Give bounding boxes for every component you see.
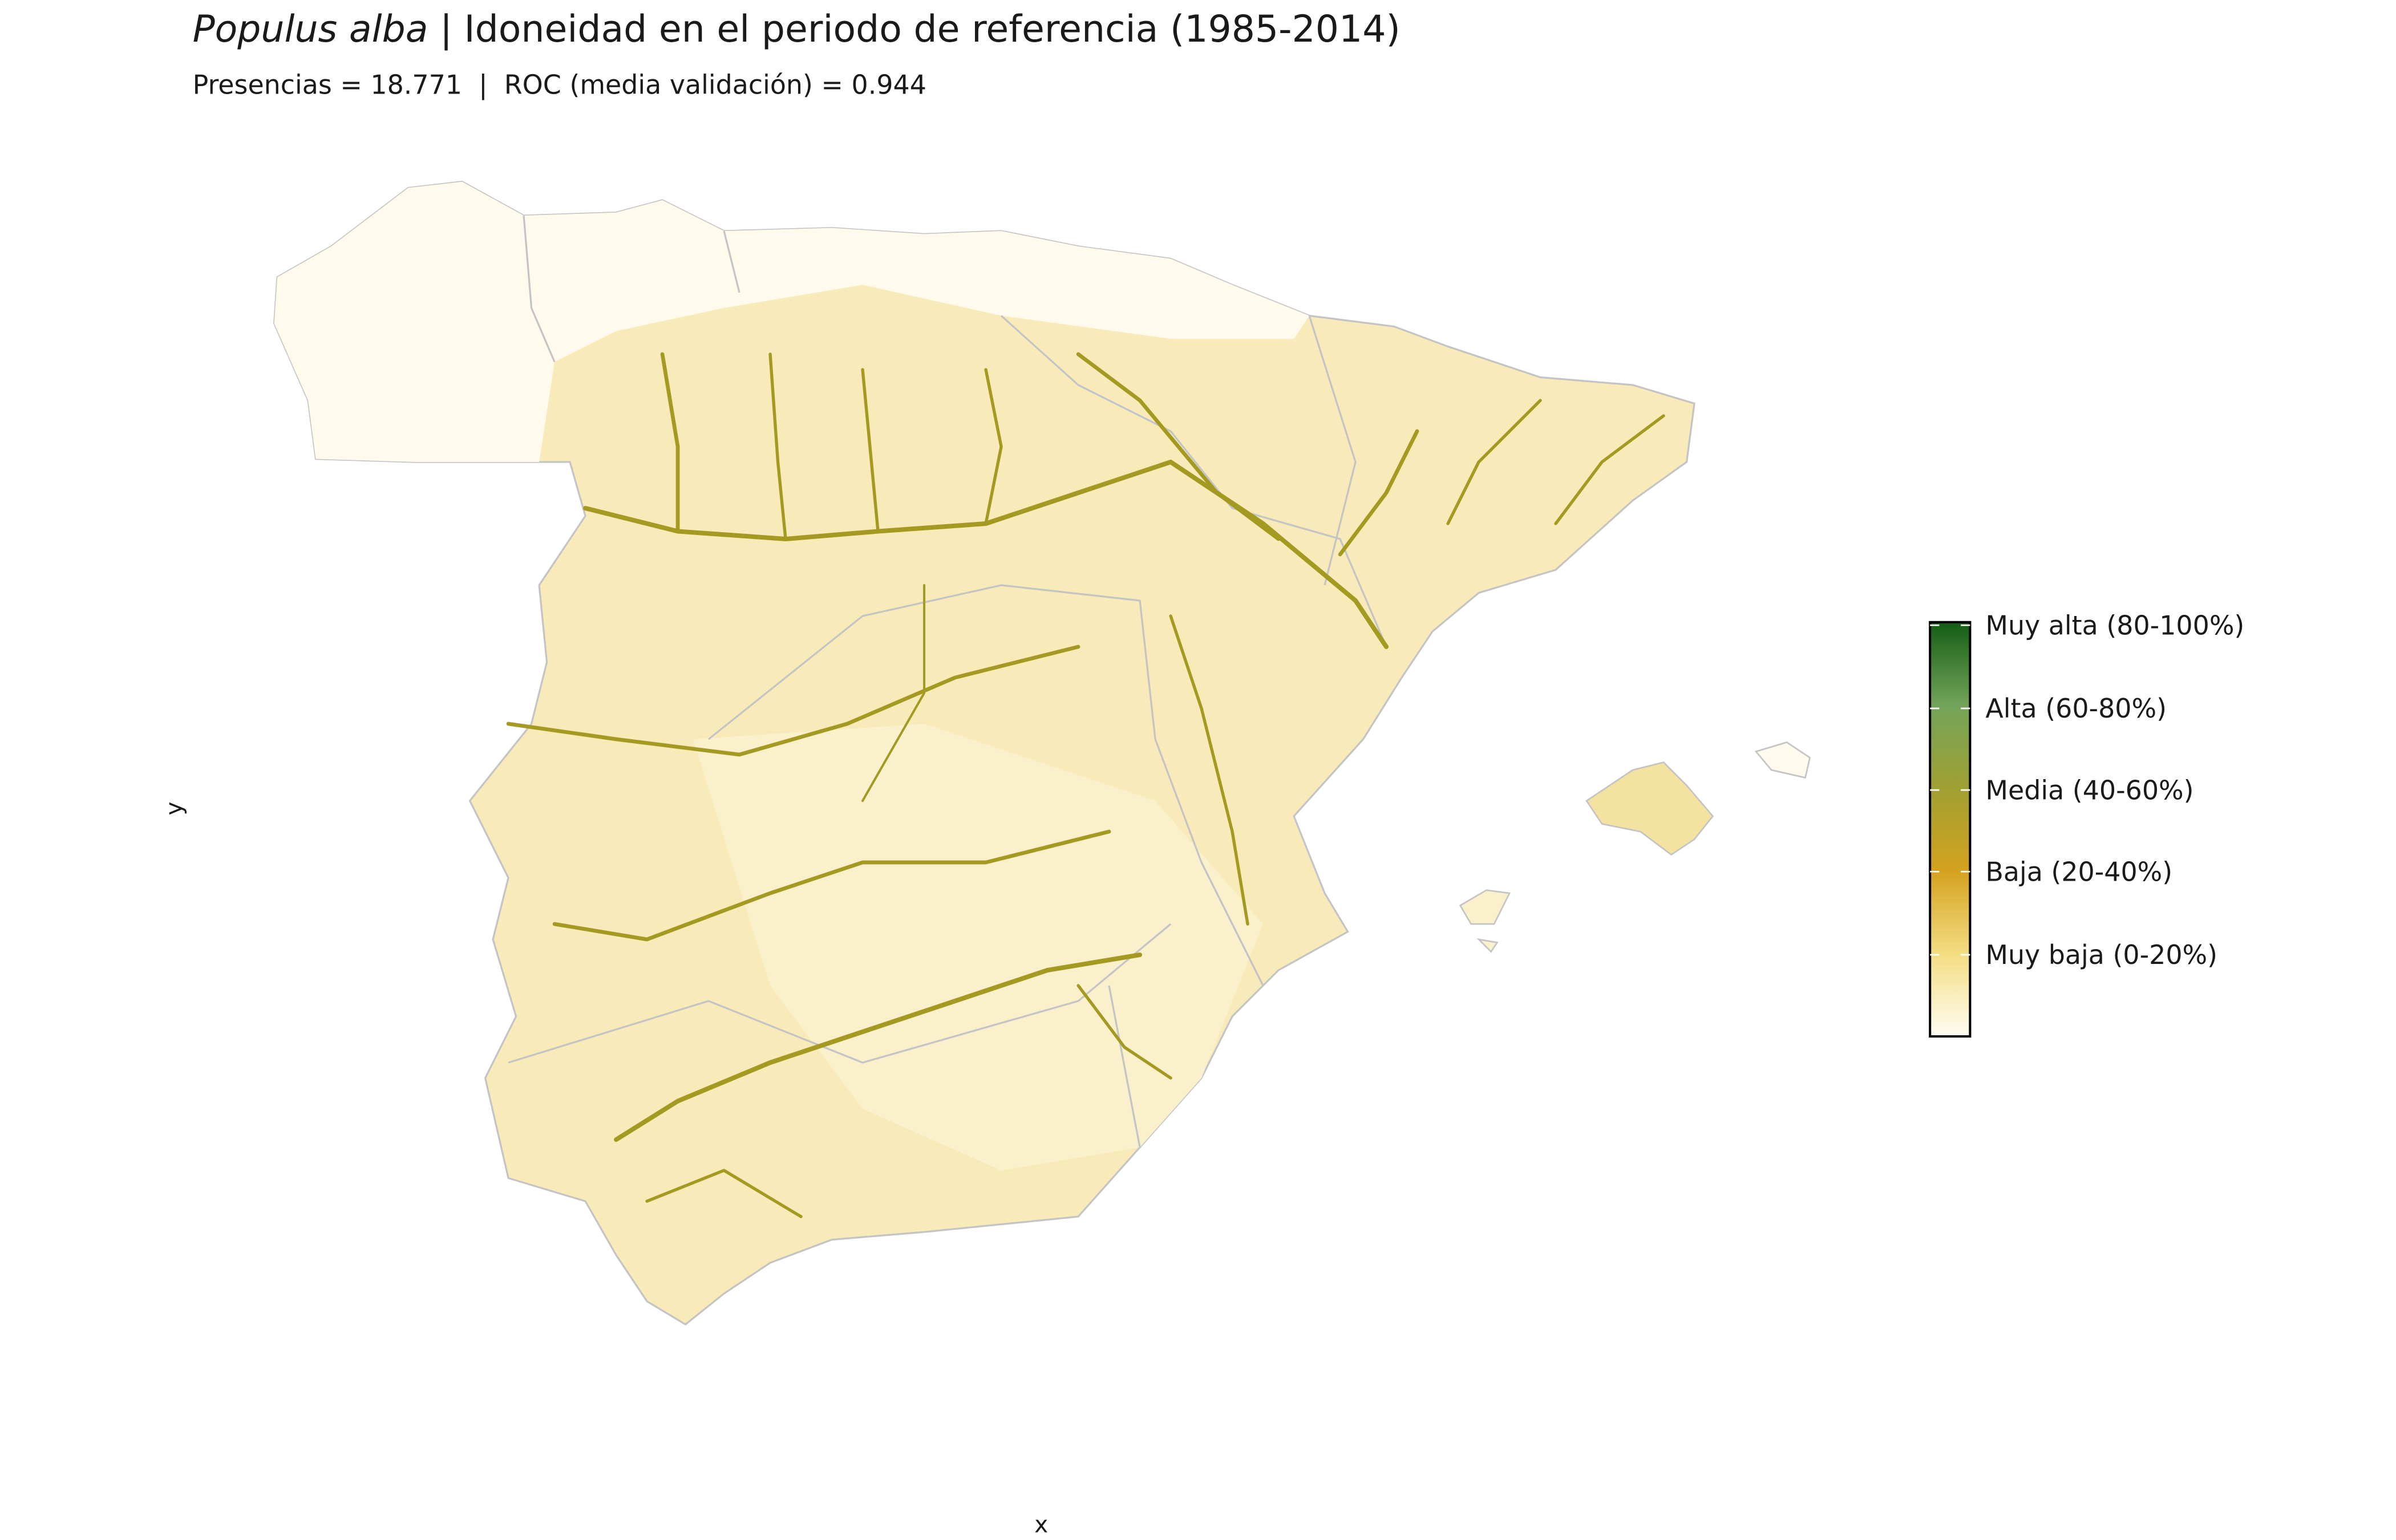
galicia-asturias [274, 181, 1310, 462]
legend: Muy alta (80-100%) Alta (60-80%) Media (40… [1929, 610, 2244, 1038]
rivers [506, 352, 1665, 1218]
region-borders [508, 215, 1387, 1148]
y-axis-label: y [160, 802, 188, 816]
legend-label: Baja (20-40%) [1985, 856, 2172, 887]
legend-label: Media (40-60%) [1985, 775, 2193, 805]
legend-label: Alta (60-80%) [1985, 693, 2167, 724]
x-axis-label: x [1034, 1511, 1048, 1538]
ibiza [1459, 889, 1511, 925]
map [273, 180, 1811, 1326]
menorca [1754, 741, 1811, 779]
formentera [1476, 938, 1499, 953]
mallorca [1585, 761, 1714, 856]
subtitle: Presencias = 18.771 | ROC (media validac… [193, 70, 926, 101]
legend-label: Muy baja (0-20%) [1985, 939, 2217, 970]
title: Populus alba | Idoneidad en el periodo d… [193, 8, 1401, 51]
legend-label: Muy alta (80-100%) [1985, 610, 2244, 641]
title-text: | Idoneidad en el periodo de referencia … [440, 8, 1401, 51]
south-east-light [693, 724, 1264, 1170]
legend-colorbar [1929, 621, 1972, 1038]
title-species: Populus alba [193, 8, 428, 51]
